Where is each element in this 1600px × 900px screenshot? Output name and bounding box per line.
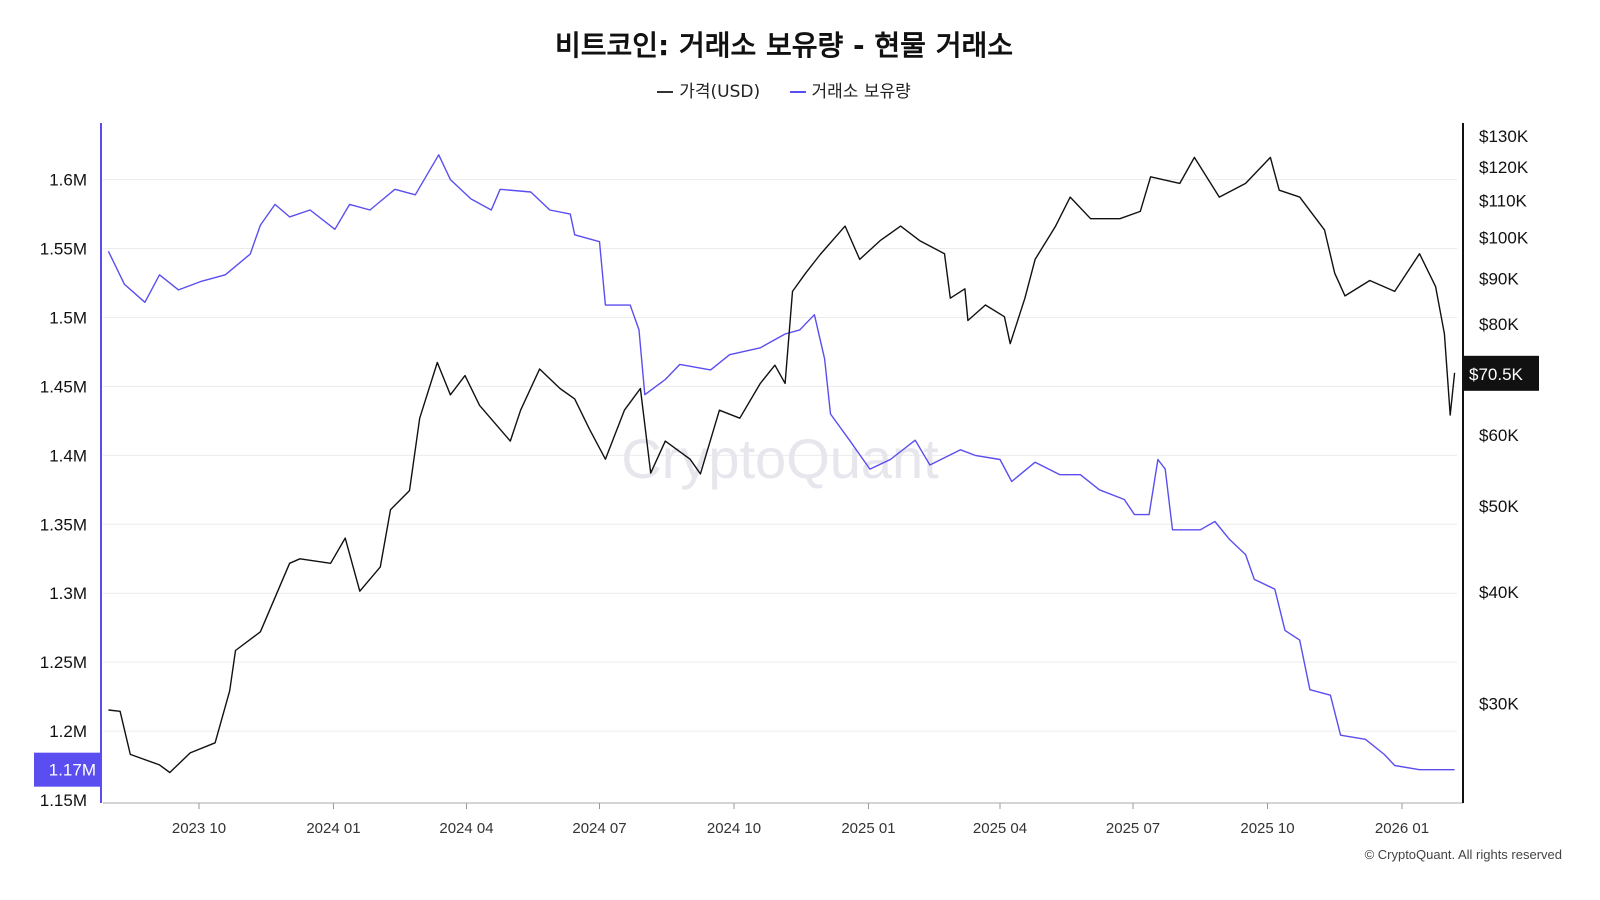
current-reserve-badge	[34, 752, 101, 787]
x-tick-label: 2025 07	[1106, 820, 1160, 837]
price-line	[108, 156, 1456, 774]
legend-swatch-reserve	[789, 91, 806, 93]
x-tick-label: 2025 04	[973, 820, 1027, 837]
x-tick-label: 2025 10	[1240, 820, 1294, 837]
left-tick-label: 1.25M	[40, 653, 87, 672]
chart-title: 비트코인: 거래소 보유량 - 현물 거래소	[555, 29, 1013, 62]
x-tick-label: 2025 01	[841, 820, 895, 837]
left-tick-label: 1.55M	[40, 240, 87, 259]
right-tick-label: $40K	[1479, 583, 1519, 602]
right-tick-label: $130K	[1479, 127, 1529, 146]
current-reserve-label: 1.17M	[49, 761, 96, 780]
x-tick-label: 2023 10	[172, 820, 226, 837]
right-tick-label: $50K	[1479, 497, 1519, 516]
x-tick-label: 2024 07	[572, 820, 626, 837]
legend-item-price[interactable]: 가격(USD)	[657, 77, 760, 102]
current-price-badge	[1463, 355, 1539, 391]
legend-item-reserve[interactable]: 거래소 보유량	[789, 77, 911, 102]
right-tick-label: $80K	[1479, 315, 1519, 334]
right-tick-label: $120K	[1479, 158, 1529, 177]
right-tick-label: $30K	[1479, 694, 1519, 713]
legend-label-reserve: 거래소 보유량	[811, 82, 911, 102]
legend-label-price: 가격(USD)	[679, 82, 761, 102]
watermark: CryptoQuant	[621, 427, 939, 490]
x-tick-label: 2024 04	[439, 820, 493, 837]
left-tick-label: 1.5M	[49, 308, 87, 327]
x-tick-label: 2024 10	[707, 820, 761, 837]
left-tick-label: 1.15M	[40, 791, 87, 810]
current-price-label: $70.5K	[1469, 365, 1524, 384]
right-tick-label: $110K	[1479, 192, 1528, 211]
left-tick-label: 1.35M	[40, 515, 87, 534]
left-tick-label: 1.3M	[49, 584, 87, 603]
left-tick-label: 1.4M	[49, 446, 87, 465]
copyright: © CryptoQuant. All rights reserved	[1364, 847, 1562, 862]
left-tick-label: 1.6M	[49, 171, 87, 190]
right-tick-label: $100K	[1479, 229, 1529, 248]
right-tick-label: $60K	[1479, 426, 1519, 445]
x-tick-label: 2026 01	[1375, 820, 1429, 837]
legend-swatch-price	[657, 91, 674, 93]
left-tick-label: 1.2M	[49, 722, 87, 741]
left-tick-label: 1.45M	[40, 377, 87, 396]
reserve-line	[107, 154, 1455, 771]
x-tick-label: 2024 01	[306, 820, 360, 837]
right-tick-label: $90K	[1479, 269, 1519, 288]
legend: 가격(USD) 거래소 보유량	[0, 77, 1568, 102]
